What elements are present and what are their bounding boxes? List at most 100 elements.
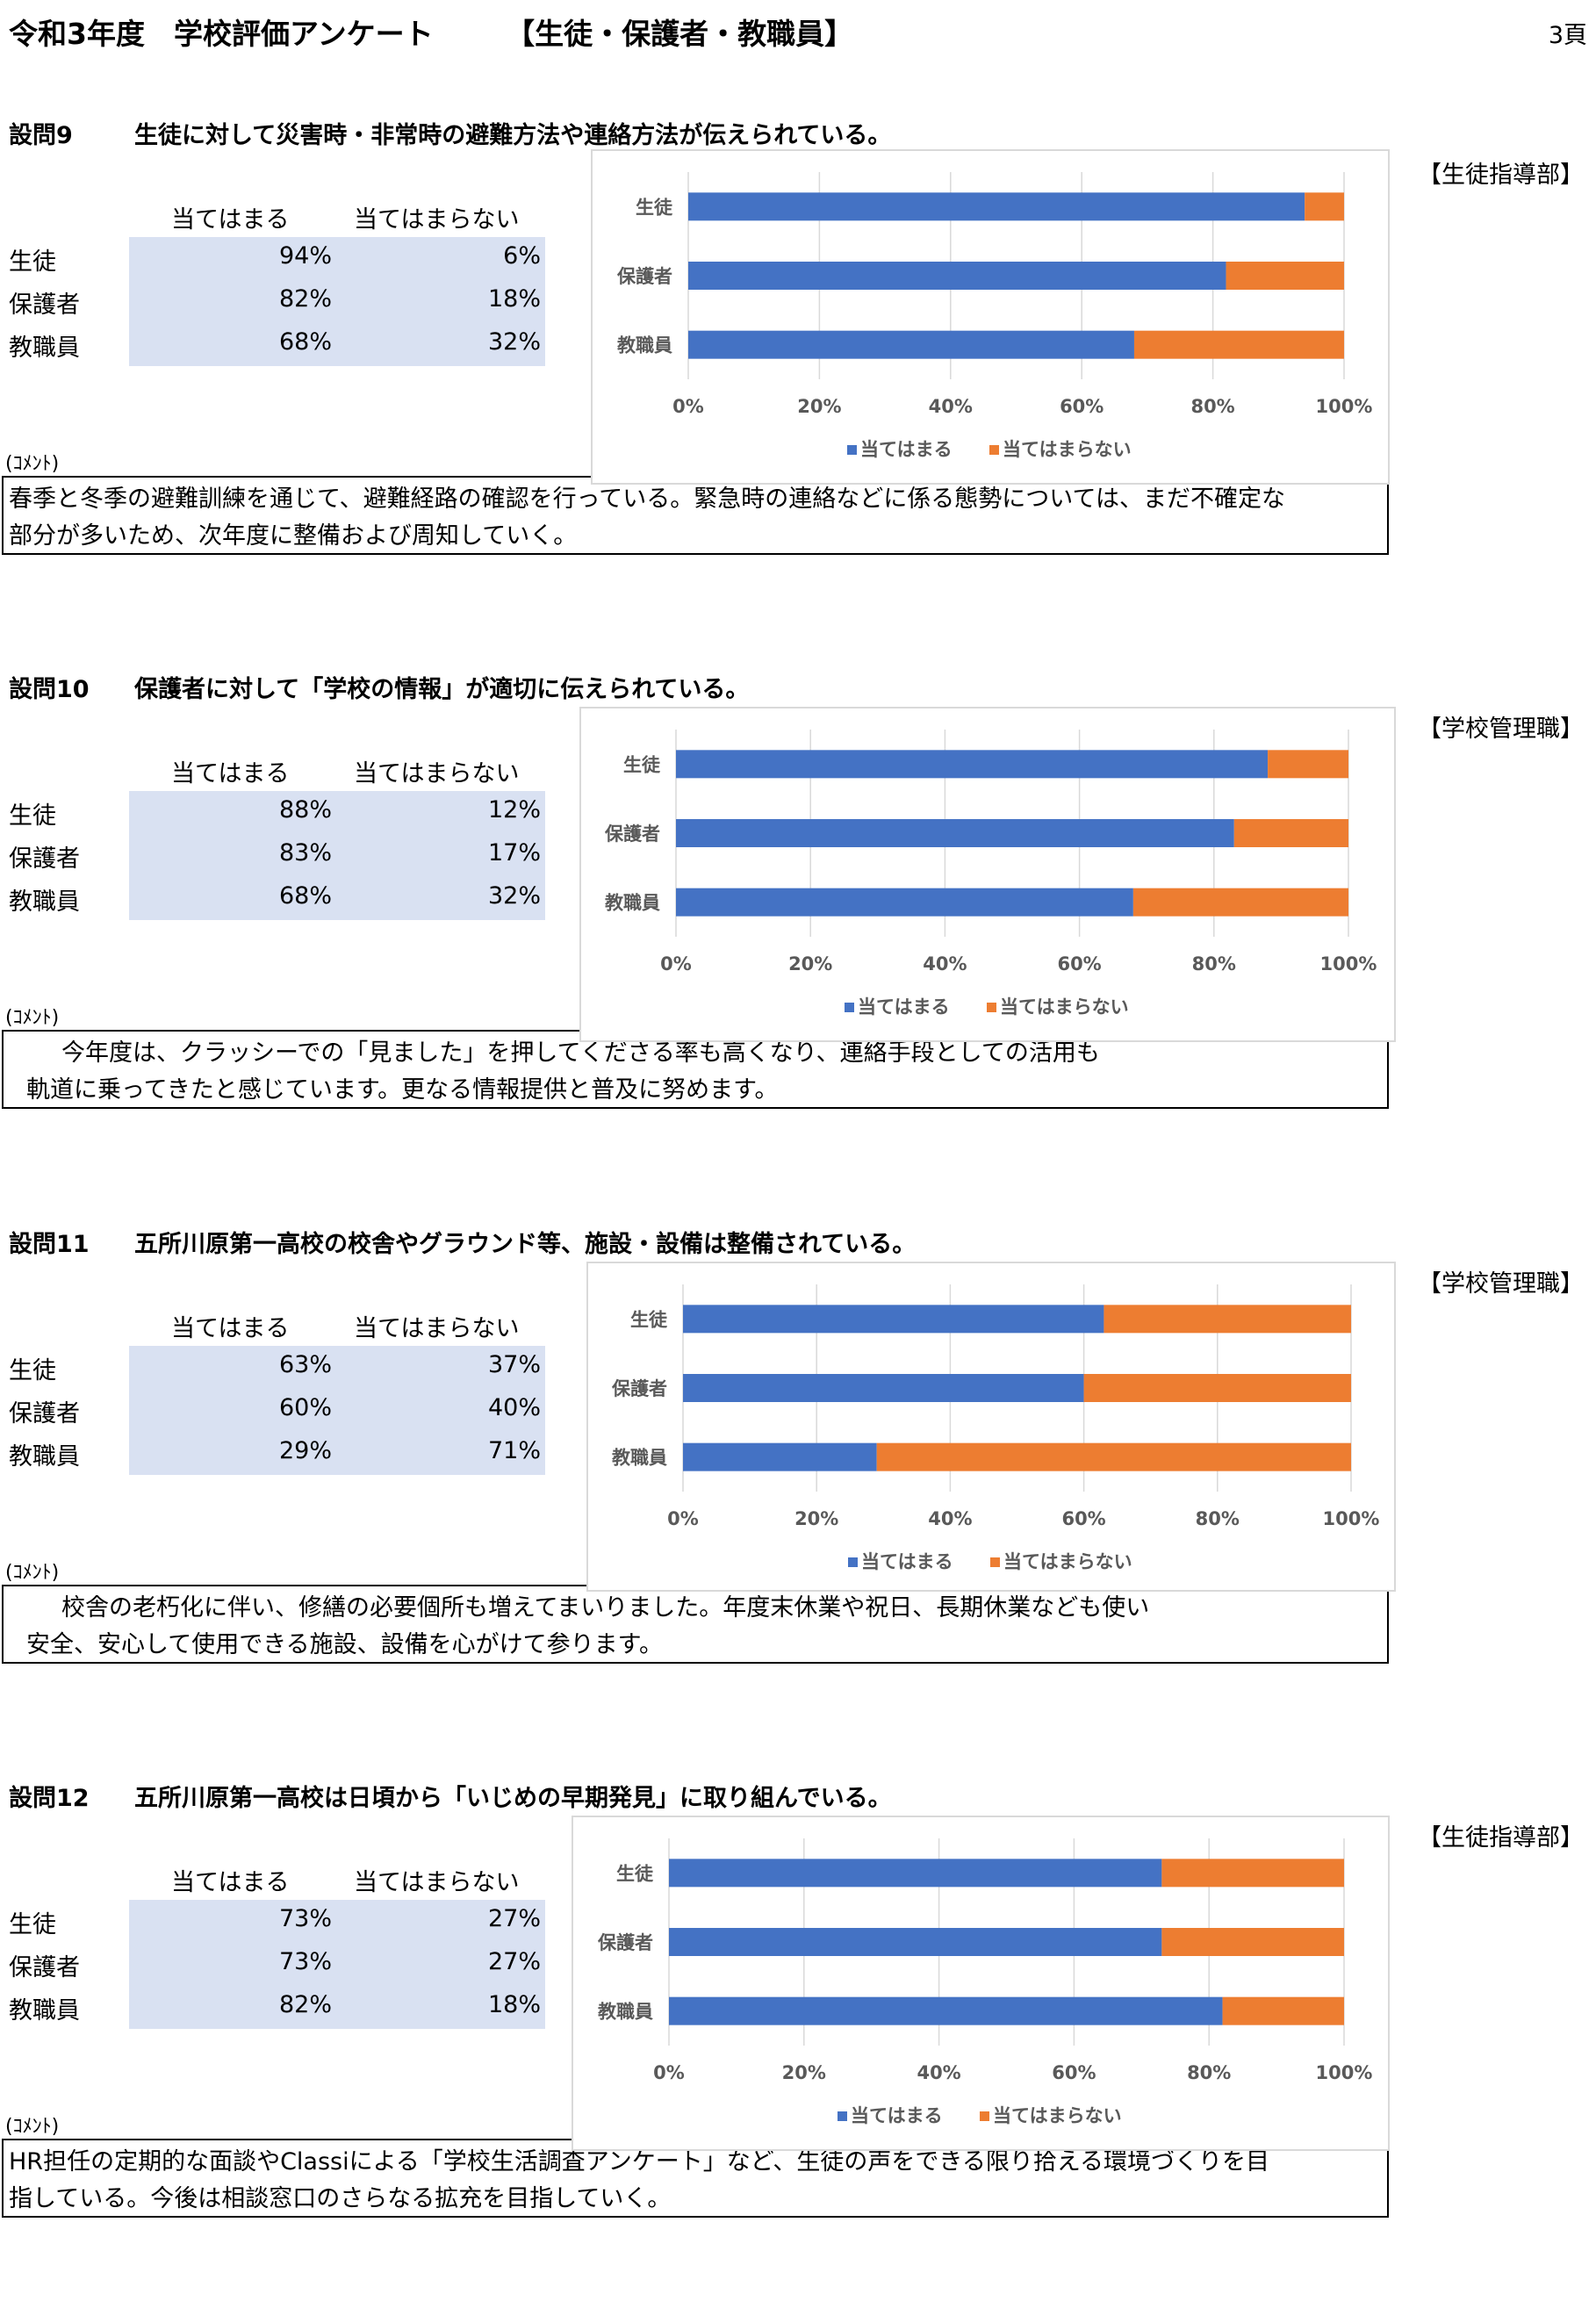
table-row: 生徒 63% 37% — [0, 1346, 545, 1389]
agree-value: 88% — [278, 796, 332, 823]
comment-line: 春季と冬季の避難訓練を通じて、避難経路の確認を行っている。緊急時の連絡などに係る… — [9, 485, 1285, 513]
legend-swatch-agree — [845, 1003, 854, 1012]
legend-swatch-agree — [848, 1557, 858, 1567]
table-header-disagree: 当てはまらない — [354, 1315, 520, 1342]
bar-agree — [688, 262, 1226, 290]
row-label: 保護者 — [9, 291, 80, 319]
category-label: 保護者 — [616, 266, 672, 287]
x-tick-label: 80% — [1187, 2062, 1231, 2083]
bar-agree — [676, 750, 1269, 779]
category-label: 生徒 — [616, 1863, 654, 1884]
table-row: 生徒 94% 6% — [0, 237, 545, 280]
row-label: 保護者 — [9, 1400, 80, 1428]
row-label: 保護者 — [9, 1954, 80, 1981]
comment-line: 軌道に乗ってきたと感じています。更なる情報提供と普及に努めます。 — [26, 1076, 779, 1104]
agree-value: 60% — [278, 1394, 332, 1421]
category-label: 保護者 — [597, 1932, 653, 1953]
department-label: 【学校管理職】 — [1418, 716, 1584, 743]
row-label: 生徒 — [9, 1911, 56, 1938]
legend-swatch-disagree — [987, 1003, 996, 1012]
category-label: 教職員 — [612, 1448, 667, 1469]
bar-agree — [683, 1305, 1104, 1334]
x-tick-label: 20% — [797, 396, 841, 417]
bar-agree — [688, 330, 1134, 359]
category-label: 生徒 — [636, 197, 673, 218]
x-tick-label: 20% — [782, 2062, 826, 2083]
legend-swatch-disagree — [989, 445, 999, 455]
table-row: 保護者 82% 18% — [0, 280, 545, 323]
bar-agree — [683, 1442, 877, 1471]
legend-swatch-disagree — [980, 2111, 989, 2121]
x-tick-label: 60% — [1057, 953, 1101, 975]
disagree-value: 32% — [487, 328, 541, 356]
table-row: 生徒 88% 12% — [0, 791, 545, 834]
row-label: 教職員 — [9, 334, 80, 362]
question-text: 保護者に対して「学校の情報」が適切に伝えられている。 — [134, 676, 750, 703]
comment-line: 今年度は、クラッシーでの「見ました」を押してくださる率も高くなり、連絡手段として… — [61, 1039, 1100, 1067]
agree-value: 73% — [278, 1905, 332, 1932]
x-tick-label: 100% — [1323, 1508, 1380, 1529]
row-label: 保護者 — [9, 845, 80, 873]
comment-label: (ｺﾒﾝﾄ) — [5, 2116, 60, 2138]
question-section: 設問12 五所川原第一高校は日頃から「いじめの早期発見」に取り組んでいる。 【生徒指… — [0, 1779, 1596, 2323]
comment-label: (ｺﾒﾝﾄ) — [5, 1562, 60, 1584]
bar-disagree — [1083, 1374, 1351, 1402]
bar-agree — [688, 192, 1305, 221]
department-label: 【生徒指導部】 — [1418, 162, 1584, 189]
x-tick-label: 20% — [788, 953, 832, 975]
table-row: 教職員 82% 18% — [0, 1986, 545, 2029]
legend-label: 当てはまらない — [993, 2105, 1122, 2126]
stacked-bar-chart: 0% 20% 40% 60% 80% 100% 生徒 保護者 教職員 当てはまる 当てはまらない — [579, 707, 1396, 1042]
agree-value: 68% — [278, 328, 332, 356]
agree-value: 83% — [278, 839, 332, 867]
x-tick-label: 100% — [1316, 396, 1373, 417]
table-header-disagree: 当てはまらない — [354, 1869, 520, 1896]
bar-agree — [669, 1996, 1223, 2025]
legend-swatch-agree — [838, 2111, 847, 2121]
row-label: 生徒 — [9, 248, 56, 276]
stacked-bar-chart: 0% 20% 40% 60% 80% 100% 生徒 保護者 教職員 当てはまる 当てはまらない — [572, 1816, 1390, 2151]
x-tick-label: 100% — [1316, 2062, 1373, 2083]
comment-label: (ｺﾒﾝﾄ) — [5, 1007, 60, 1029]
x-tick-label: 40% — [929, 396, 973, 417]
legend-label: 当てはまる — [851, 2105, 943, 2126]
disagree-value: 6% — [503, 242, 541, 270]
bar-disagree — [1233, 819, 1348, 847]
legend-label: 当てはまらない — [1000, 996, 1129, 1018]
agree-value: 94% — [278, 242, 332, 270]
agree-value: 29% — [278, 1437, 332, 1464]
agree-value: 63% — [278, 1351, 332, 1378]
question-label: 設問10 — [9, 676, 90, 703]
x-tick-label: 0% — [653, 2062, 685, 2083]
x-tick-label: 60% — [1061, 1508, 1105, 1529]
legend-label: 当てはまらない — [1003, 439, 1132, 460]
question-text: 生徒に対して災害時・非常時の避難方法や連絡方法が伝えられている。 — [134, 122, 892, 149]
table-shade — [129, 791, 545, 920]
disagree-value: 12% — [487, 796, 541, 823]
comment-line: HR担任の定期的な面談やClassiによる「学校生活調査アンケート」など、生徒の… — [9, 2148, 1270, 2176]
category-label: 保護者 — [611, 1378, 667, 1399]
category-label: 生徒 — [630, 1309, 668, 1330]
bar-agree — [676, 888, 1133, 917]
disagree-value: 40% — [487, 1394, 541, 1421]
table-row: 教職員 29% 71% — [0, 1432, 545, 1475]
question-text: 五所川原第一高校の校舎やグラウンド等、施設・設備は整備されている。 — [134, 1231, 917, 1258]
x-tick-label: 0% — [660, 953, 692, 975]
legend-swatch-disagree — [990, 1557, 1000, 1567]
disagree-value: 18% — [487, 285, 541, 313]
bar-disagree — [1161, 1928, 1344, 1956]
bar-agree — [669, 1859, 1162, 1888]
x-tick-label: 20% — [794, 1508, 838, 1529]
legend-label: 当てはまる — [858, 996, 950, 1018]
page-header: 令和3年度 学校評価アンケート 【生徒・保護者・教職員】 3頁 — [9, 11, 1587, 54]
disagree-value: 17% — [487, 839, 541, 867]
bar-disagree — [1132, 888, 1348, 917]
comment-box: 校舎の老朽化に伴い、修繕の必要個所も増えてまいりました。年度末休業や祝日、長期休… — [2, 1585, 1389, 1664]
table-shade — [129, 1346, 545, 1475]
stacked-bar-chart: 0% 20% 40% 60% 80% 100% 生徒 保護者 教職員 当てはまる 当てはまらない — [586, 1262, 1396, 1592]
row-label: 教職員 — [9, 1997, 80, 2025]
question-label: 設問12 — [9, 1785, 90, 1812]
legend-swatch-agree — [847, 445, 857, 455]
x-tick-label: 80% — [1196, 1508, 1240, 1529]
